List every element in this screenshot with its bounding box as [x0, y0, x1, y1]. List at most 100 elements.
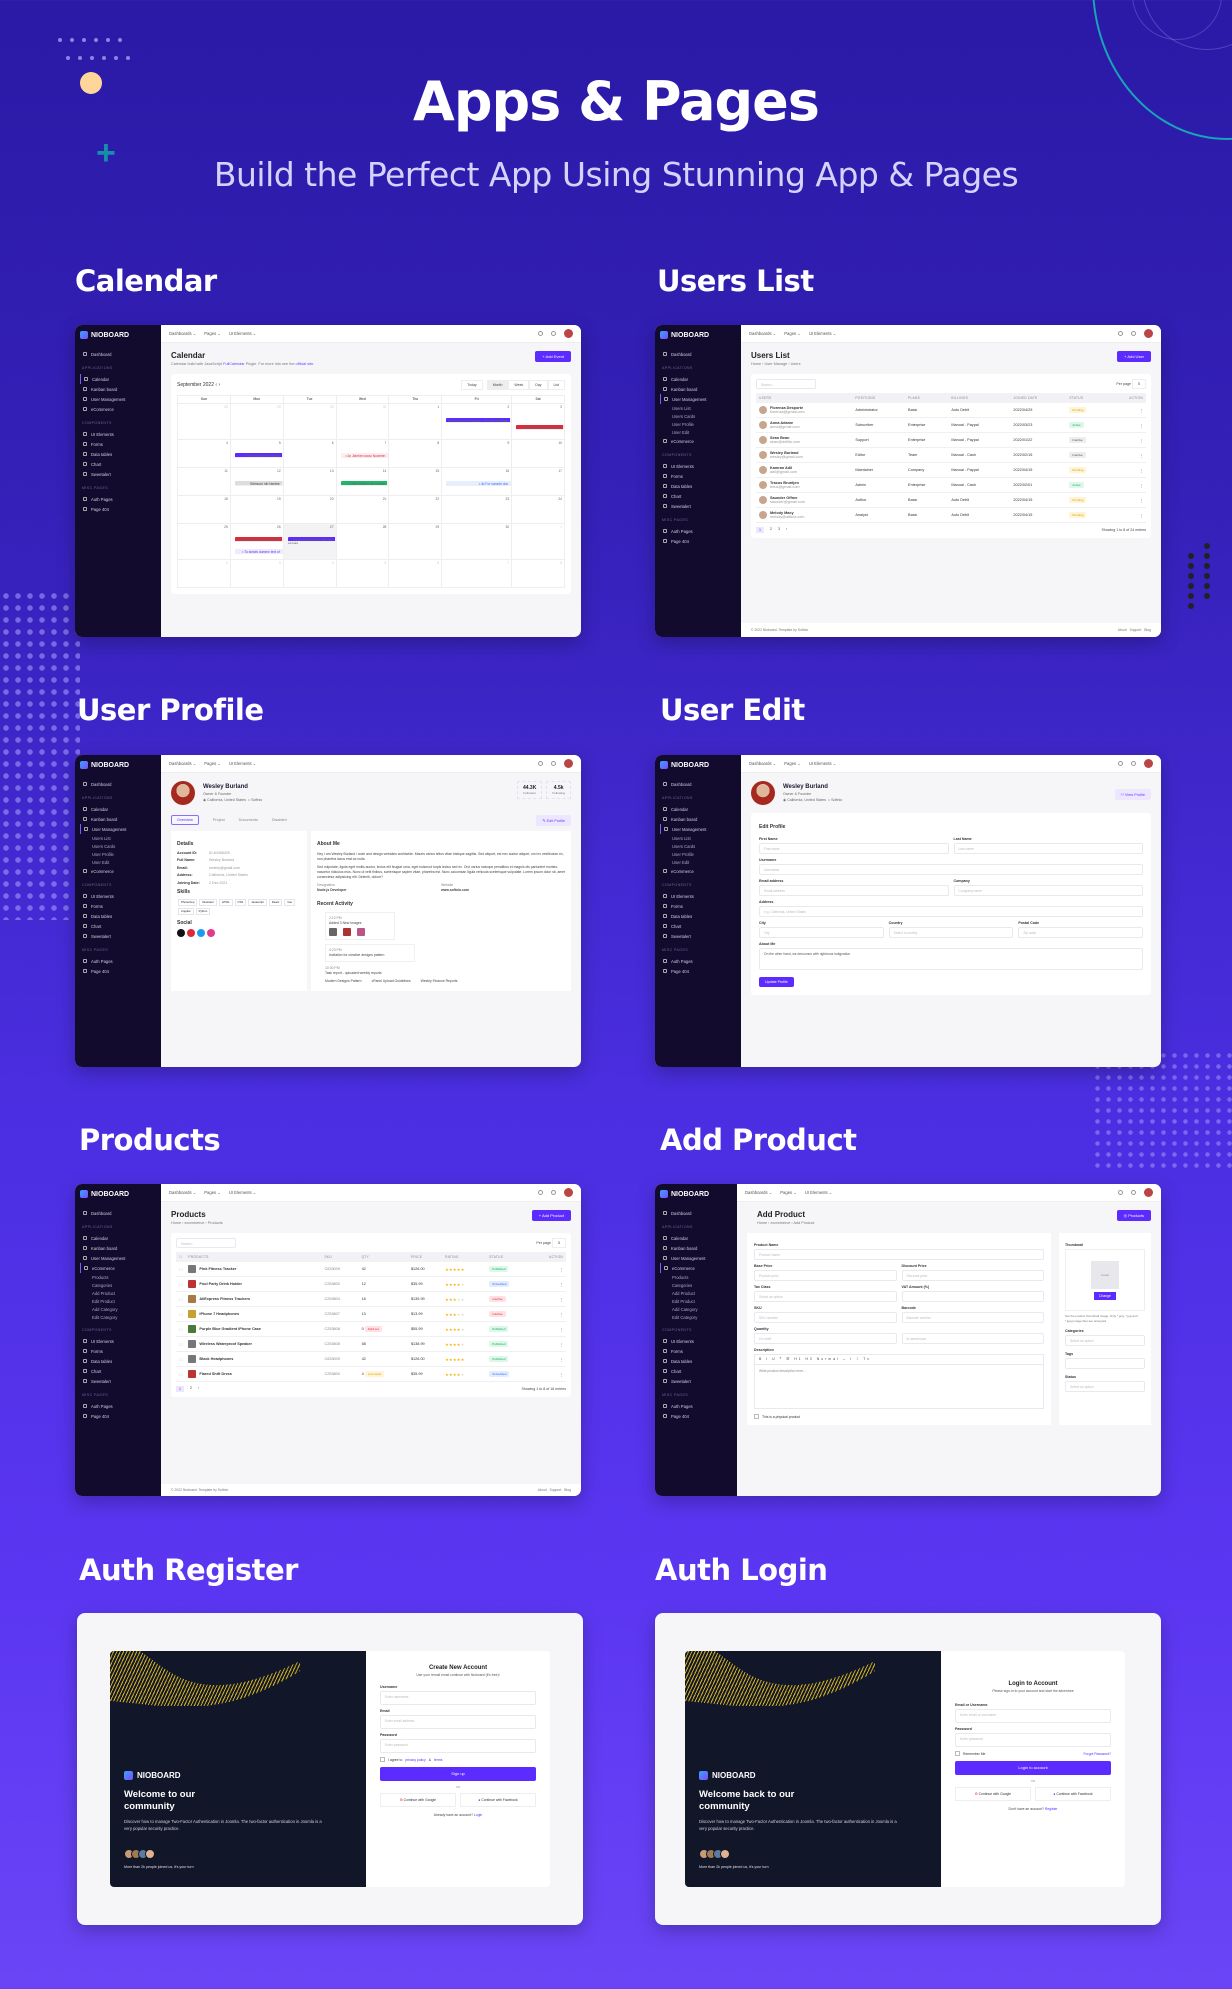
google-button[interactable]: G Continue with Google — [955, 1787, 1031, 1801]
more-actions-icon[interactable]: ⋮ — [531, 1336, 566, 1352]
bell-icon[interactable] — [1131, 1190, 1136, 1195]
search-icon[interactable] — [1118, 761, 1123, 766]
github-icon[interactable] — [177, 928, 185, 937]
last-name-input[interactable]: Last name — [953, 843, 1143, 854]
sidebar-subitem-users-list[interactable]: Users List — [672, 405, 691, 411]
search-icon[interactable] — [1118, 331, 1123, 336]
view-day-button[interactable]: Day — [529, 380, 548, 390]
user-name[interactable]: Saunder Offner — [770, 496, 798, 500]
sidebar-item-kanban[interactable]: Kanban board — [660, 384, 736, 394]
email-username-input[interactable]: Enter email or username — [955, 1709, 1111, 1723]
bell-icon[interactable] — [551, 1190, 556, 1195]
sidebar-subitem-user-edit[interactable]: User Edit — [672, 859, 690, 865]
day-cell[interactable]: 6 — [283, 440, 337, 468]
more-actions-icon[interactable]: ⋮ — [1109, 447, 1146, 463]
day-cell[interactable]: 7 • 4p Jidehen gogu Nuperen — [336, 440, 390, 468]
row-checkbox[interactable]: ☐ — [176, 1291, 186, 1307]
file-item[interactable]: cPanel Upload Guidelines — [371, 979, 411, 984]
sidebar-item-kanban[interactable]: Kanban board — [660, 1243, 732, 1253]
topnav-dashboards[interactable]: Dashboards ⌄ — [169, 761, 197, 766]
view-month-button[interactable]: Month — [486, 380, 509, 390]
day-cell[interactable]: 21 — [336, 496, 390, 524]
user-name[interactable]: Melody Macy — [770, 511, 794, 515]
sidebar-item-user-management[interactable]: User Management — [660, 824, 736, 834]
topnav-dashboards[interactable]: Dashboards ⌄ — [169, 1190, 197, 1195]
avatar[interactable] — [1144, 1188, 1153, 1197]
sidebar-item-user-management[interactable]: User Management — [80, 1253, 156, 1263]
quantity-warehouse-input[interactable]: In warehouse — [901, 1333, 1044, 1344]
avatar[interactable] — [564, 329, 573, 338]
product-name[interactable]: iPhone 7 Headphones — [199, 1312, 240, 1316]
topnav-ui-elements[interactable]: UI Elements ⌄ — [228, 331, 257, 336]
sidebar-item-forms[interactable]: Forms — [80, 439, 156, 449]
sidebar-item-ui-elements[interactable]: UI Elements — [660, 891, 736, 901]
country-select[interactable]: Select a country — [888, 927, 1014, 938]
add-event-button[interactable]: + Add Event — [535, 351, 571, 362]
day-cell[interactable]: 22 — [389, 496, 443, 524]
sidebar-item-kanban[interactable]: Kanban board — [660, 814, 736, 824]
sidebar-item-chart[interactable]: Chart — [660, 491, 736, 501]
sidebar-item-data-tables[interactable]: Data tables — [80, 1356, 156, 1366]
day-cell[interactable]: 4 — [178, 440, 231, 468]
table-row[interactable]: ☐ iPhone 7 Headphones C253807 13 $13.99 ★★★★★… — [176, 1306, 566, 1322]
table-row[interactable]: ☐ Flared Shift Dress C253800 4 Low stock $35… — [176, 1366, 566, 1382]
more-actions-icon[interactable]: ⋮ — [1109, 417, 1146, 433]
edit-profile-button[interactable]: ✎ Edit Profile — [536, 814, 571, 826]
table-row[interactable]: ☐ Pool Party Drink Holder C253800 12 $35.99 ★… — [176, 1276, 566, 1292]
topnav-ui-elements[interactable]: UI Elements ⌄ — [804, 1190, 833, 1195]
more-actions-icon[interactable]: ⋮ — [1109, 462, 1146, 478]
day-cell[interactable]: 9 — [442, 440, 513, 468]
user-name[interactable]: Sean Bean — [770, 436, 790, 440]
sidebar-subitem-edit-category[interactable]: Edit Category — [92, 1314, 118, 1320]
calendar-event[interactable]: Lorem Ipsum passage - Product Release — [446, 418, 512, 423]
table-row[interactable]: Sean Bean sean@dellito.com Support Enterpri… — [756, 432, 1146, 448]
sidebar-subitem-edit-category[interactable]: Edit Category — [672, 1314, 698, 1320]
sidebar-item-ecommerce[interactable]: eCommerce — [80, 866, 156, 876]
sidebar-item-page-404[interactable]: Page 404 — [80, 1411, 156, 1421]
topnav-dashboards[interactable]: Dashboards ⌄ — [749, 761, 777, 766]
sidebar-subitem-add-product[interactable]: Add Product — [92, 1290, 116, 1296]
day-cell[interactable]: 16 • 4p For sample doc — [442, 468, 513, 496]
day-cell[interactable]: 1 — [512, 524, 565, 560]
topnav-dashboards[interactable]: Dashboards ⌄ — [745, 1190, 773, 1195]
more-actions-icon[interactable]: ⋮ — [531, 1291, 566, 1307]
sidebar-subitem-user-edit[interactable]: User Edit — [92, 859, 110, 865]
topnav-ui-elements[interactable]: UI Elements ⌄ — [808, 761, 837, 766]
sidebar-item-calendar[interactable]: Calendar — [80, 804, 156, 814]
day-cell[interactable]: 30 — [442, 524, 513, 560]
calendar-event[interactable]: • 4p For sample doc — [446, 481, 512, 486]
add-product-button[interactable]: + Add Product — [531, 1210, 571, 1221]
bell-icon[interactable] — [551, 331, 556, 336]
sidebar-item-page-404[interactable]: Page 404 — [660, 966, 736, 976]
user-name[interactable]: Kamran Adil — [770, 466, 793, 470]
day-cell[interactable]: 30 — [283, 404, 337, 440]
sidebar-subitem-add-product[interactable]: Add Product — [672, 1290, 696, 1296]
topnav-pages[interactable]: Pages ⌄ — [784, 331, 801, 336]
sidebar-subitem-add-category[interactable]: Add Category — [92, 1306, 118, 1312]
username-input[interactable]: Username — [759, 864, 1143, 875]
table-row[interactable]: Saunder Offner saunder@gmail.com Author Bas… — [756, 492, 1146, 508]
google-button[interactable]: G Continue with Google — [380, 1793, 456, 1807]
more-actions-icon[interactable]: ⋮ — [531, 1321, 566, 1337]
sidebar-item-kanban[interactable]: Kanban board — [80, 384, 156, 394]
footer-blog-link[interactable]: Blog — [1144, 628, 1151, 632]
remember-me-checkbox[interactable] — [955, 1751, 960, 1756]
sidebar-item-auth-pages[interactable]: Auth Pages — [660, 526, 736, 536]
search-icon[interactable] — [538, 1190, 543, 1195]
more-actions-icon[interactable]: ⋮ — [1109, 507, 1146, 523]
day-cell[interactable]: 20 — [283, 496, 337, 524]
row-checkbox[interactable]: ☐ — [176, 1321, 186, 1337]
update-profile-button[interactable]: Update Profile — [759, 977, 794, 987]
sidebar-item-page-404[interactable]: Page 404 — [80, 504, 156, 514]
avatar[interactable] — [564, 759, 573, 768]
sidebar-subitem-user-profile[interactable]: User Profile — [672, 851, 694, 857]
tax-class-select[interactable]: Select an option — [754, 1291, 897, 1302]
product-name[interactable]: Wireless Waterproof Speaker — [199, 1342, 252, 1346]
table-row[interactable]: ☐ AliExpress Fitness Trackers C253804 18 $13… — [176, 1291, 566, 1307]
avatar[interactable] — [564, 1188, 573, 1197]
search-icon[interactable] — [1118, 1190, 1123, 1195]
sidebar-item-ui-elements[interactable]: UI Elements — [80, 1336, 156, 1346]
search-input[interactable]: Search... — [176, 1238, 236, 1248]
more-actions-icon[interactable]: ⋮ — [1109, 477, 1146, 493]
table-row[interactable]: Anna Adame anna@gmail.com Subscriber Enterp… — [756, 417, 1146, 433]
